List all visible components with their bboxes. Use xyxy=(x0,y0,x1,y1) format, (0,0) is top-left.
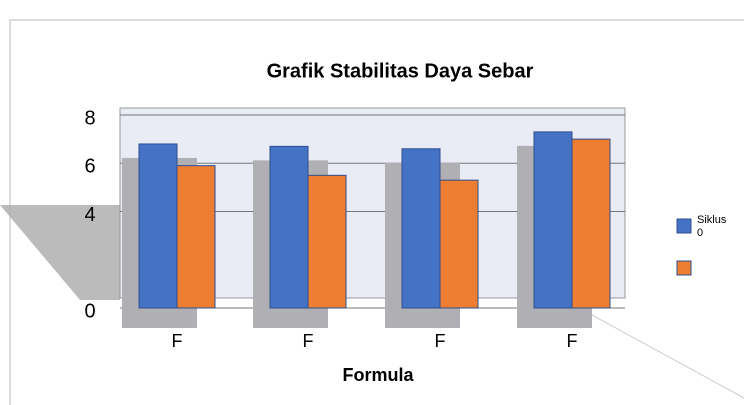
chart-title: Grafik Stabilitas Daya Sebar xyxy=(267,60,534,82)
bar xyxy=(307,174,347,309)
x-axis-label: Formula xyxy=(342,365,414,385)
x-tick-label: F xyxy=(172,331,183,351)
bar xyxy=(533,131,573,309)
bar xyxy=(269,145,309,309)
bar xyxy=(176,165,216,309)
bar xyxy=(138,143,178,309)
x-tick-label: F xyxy=(567,331,578,351)
bar xyxy=(571,138,611,309)
y-tick-label: 0 xyxy=(84,300,95,322)
bar xyxy=(401,148,441,309)
legend-swatch xyxy=(676,260,692,276)
y-tick-label: 4 xyxy=(84,204,95,226)
x-tick-label: F xyxy=(303,331,314,351)
legend-swatch xyxy=(676,218,692,234)
x-tick-label: F xyxy=(435,331,446,351)
bar xyxy=(439,179,479,309)
y-tick-label: 6 xyxy=(84,156,95,178)
shadow-shape xyxy=(0,205,120,300)
legend-label: Siklus 0 xyxy=(697,214,727,239)
y-tick-label: 8 xyxy=(84,107,95,129)
